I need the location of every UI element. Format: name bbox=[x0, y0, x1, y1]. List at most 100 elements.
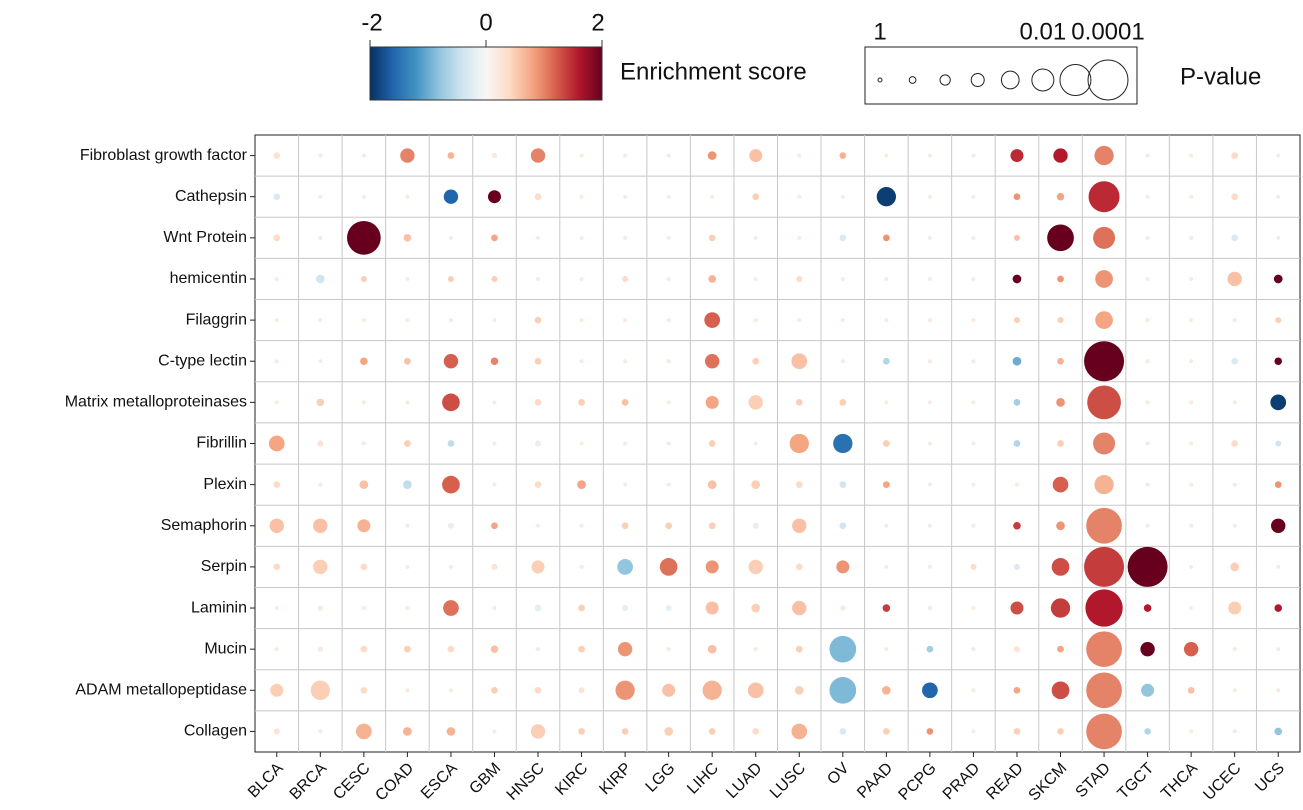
bubble bbox=[405, 276, 410, 281]
bubble bbox=[361, 153, 366, 158]
bubble bbox=[797, 194, 802, 199]
bubble bbox=[617, 641, 633, 657]
bubble bbox=[448, 235, 453, 240]
bubble bbox=[971, 688, 976, 693]
bubble bbox=[753, 235, 758, 240]
bubble bbox=[705, 395, 719, 409]
bubble bbox=[1189, 523, 1194, 528]
bubble bbox=[1014, 482, 1019, 487]
bubble bbox=[530, 148, 546, 163]
bubble bbox=[447, 645, 455, 653]
bubble bbox=[708, 275, 716, 283]
bubble bbox=[578, 687, 585, 694]
bubble bbox=[927, 194, 932, 199]
x-tick-label: PRAD bbox=[940, 760, 983, 803]
bubble bbox=[666, 647, 671, 652]
bubble bbox=[1231, 152, 1239, 159]
bubble bbox=[536, 523, 541, 528]
bubble bbox=[1013, 399, 1021, 406]
bubble bbox=[274, 276, 279, 281]
bubble bbox=[1094, 145, 1114, 166]
bubble bbox=[318, 359, 323, 364]
size-legend-circle bbox=[1059, 64, 1092, 96]
bubble bbox=[360, 645, 368, 653]
bubble bbox=[1232, 400, 1237, 405]
x-tick-label: KIRC bbox=[552, 760, 591, 799]
bubble bbox=[490, 645, 499, 653]
bubble bbox=[1056, 398, 1065, 407]
bubble bbox=[704, 312, 721, 328]
bubble bbox=[710, 194, 715, 199]
x-tick-label: LGG bbox=[643, 760, 679, 796]
bubble bbox=[1189, 276, 1194, 281]
bubble bbox=[882, 357, 890, 365]
bubble bbox=[1086, 631, 1122, 668]
bubble bbox=[621, 728, 629, 735]
bubble bbox=[882, 481, 890, 488]
bubble bbox=[971, 400, 976, 405]
bubble bbox=[534, 604, 542, 612]
bubble bbox=[1084, 341, 1125, 382]
x-tick-label: PAAD bbox=[854, 760, 896, 802]
bubble bbox=[666, 194, 671, 199]
bubble bbox=[447, 152, 455, 159]
bubble bbox=[884, 276, 889, 281]
bubble bbox=[623, 318, 628, 323]
bubble bbox=[1189, 482, 1194, 487]
bubble bbox=[318, 482, 323, 487]
y-tick-label: C-type lectin bbox=[158, 352, 247, 369]
bubble bbox=[623, 482, 628, 487]
bubble bbox=[623, 441, 628, 446]
bubble bbox=[927, 523, 932, 528]
bubble bbox=[403, 234, 412, 242]
bubble bbox=[357, 519, 371, 533]
bubble bbox=[360, 275, 367, 282]
bubble bbox=[833, 433, 853, 454]
size-legend-circle bbox=[1031, 68, 1055, 92]
bubble bbox=[970, 563, 977, 570]
bubble bbox=[749, 149, 763, 163]
bubble bbox=[884, 647, 889, 652]
bubble bbox=[840, 318, 845, 323]
bubble bbox=[1189, 359, 1194, 364]
bubble bbox=[884, 523, 889, 528]
bubble bbox=[400, 148, 415, 163]
bubble bbox=[1056, 521, 1065, 531]
bubble bbox=[971, 729, 976, 734]
bubble bbox=[1095, 311, 1113, 329]
bubble bbox=[1145, 276, 1150, 281]
x-tick-label: THCA bbox=[1158, 760, 1201, 803]
bubble bbox=[927, 441, 932, 446]
bubble bbox=[971, 235, 976, 240]
bubble bbox=[534, 193, 542, 201]
bubble bbox=[1144, 728, 1151, 735]
bubble bbox=[753, 647, 758, 652]
size-legend-tick-label: 0.01 bbox=[1019, 18, 1066, 45]
bubble bbox=[659, 558, 678, 576]
bubble bbox=[1275, 317, 1282, 324]
bubble bbox=[1189, 318, 1194, 323]
bubble bbox=[1189, 564, 1194, 569]
bubble bbox=[927, 359, 932, 364]
x-tick-label: KIRP bbox=[596, 760, 634, 798]
bubble bbox=[577, 480, 586, 489]
bubble bbox=[491, 275, 498, 282]
bubble bbox=[270, 683, 284, 697]
bubble bbox=[876, 187, 896, 207]
bubble bbox=[971, 441, 976, 446]
x-tick-label: LUSC bbox=[767, 760, 809, 802]
bubble bbox=[1231, 440, 1239, 447]
bubble bbox=[1010, 149, 1024, 163]
x-tick-label: SKCM bbox=[1026, 760, 1071, 805]
bubble bbox=[882, 234, 890, 242]
bubble bbox=[753, 441, 758, 446]
bubble bbox=[442, 475, 460, 494]
bubble bbox=[884, 153, 889, 158]
bubble bbox=[578, 399, 585, 406]
bubble bbox=[491, 686, 498, 694]
bubble bbox=[622, 275, 629, 282]
bubble bbox=[531, 560, 545, 574]
bubble bbox=[1276, 647, 1281, 652]
bubble bbox=[536, 276, 541, 281]
bubble bbox=[1276, 194, 1281, 199]
